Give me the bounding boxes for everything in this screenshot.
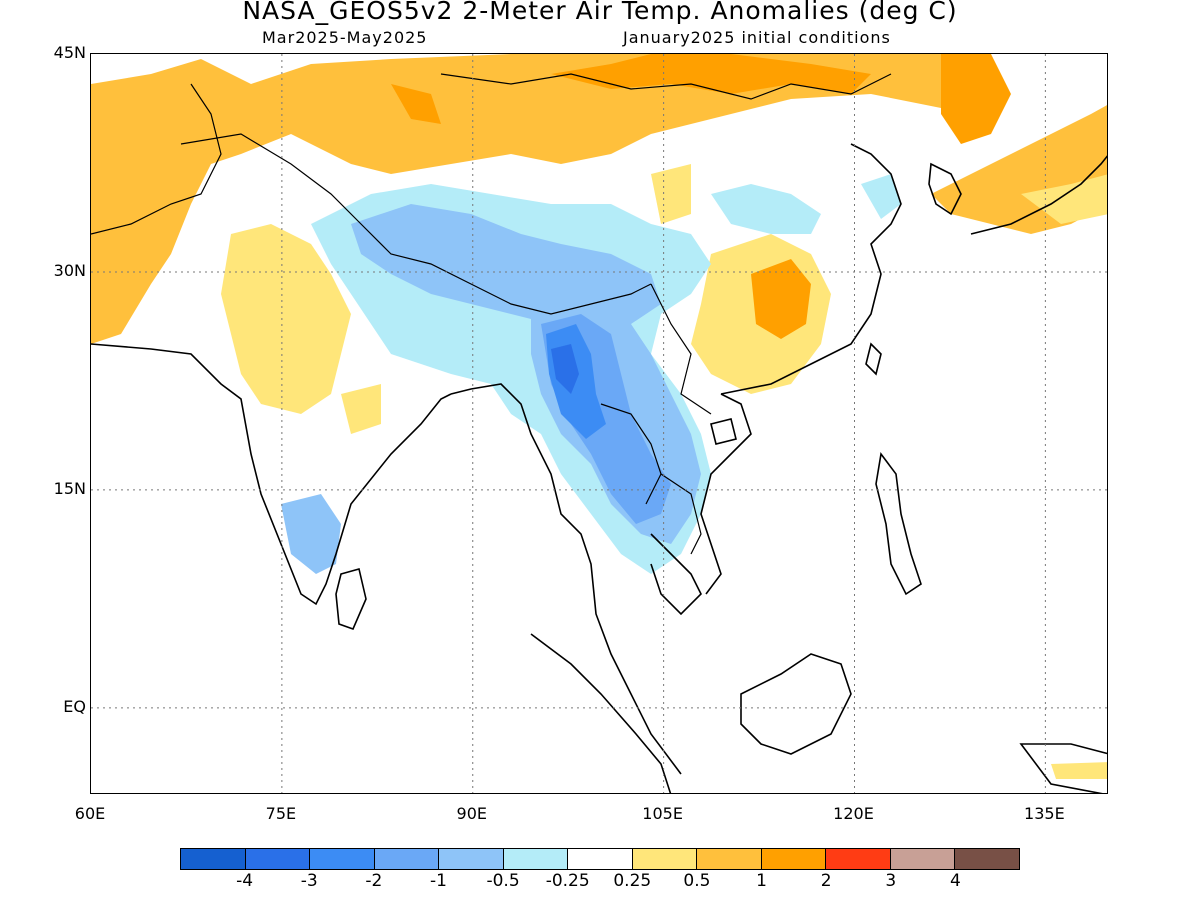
colorbar-label: -0.25 — [545, 871, 590, 891]
anomaly-region — [941, 54, 1011, 144]
longitude-label: 120E — [833, 804, 874, 823]
coastline — [928, 162, 962, 216]
colorbar-label: 3 — [885, 871, 897, 891]
anomaly-region — [551, 344, 579, 394]
colorbar-label: 0.25 — [613, 871, 652, 891]
colorbar-swatch — [826, 849, 891, 869]
map-canvas — [91, 54, 1107, 793]
colorbar-label: 1 — [756, 871, 767, 891]
country-border — [650, 283, 712, 415]
colorbar-label: -2 — [365, 871, 383, 891]
anomaly-region — [751, 259, 811, 339]
coastline — [865, 342, 882, 376]
country-border — [440, 73, 892, 100]
colorbar-swatch — [890, 849, 956, 869]
anomaly-region — [861, 174, 901, 219]
colorbar-swatch — [503, 849, 569, 869]
longitude-label: 90E — [456, 804, 487, 823]
anomaly-region — [651, 164, 691, 224]
country-border — [180, 133, 652, 315]
colorbar-swatch — [245, 849, 311, 869]
latitude-label: 15N — [53, 478, 86, 498]
anomaly-region — [351, 204, 661, 334]
coastline — [970, 155, 1107, 235]
longitude-label: 105E — [642, 804, 683, 823]
coastline — [650, 533, 702, 616]
coastline — [1019, 743, 1107, 793]
colorbar-label: 0.5 — [683, 871, 711, 891]
coastline — [710, 418, 737, 445]
anomaly-region — [281, 494, 341, 574]
latitude-label: 30N — [53, 260, 86, 280]
coastline — [450, 383, 682, 775]
colorbar-label: 4 — [949, 871, 961, 891]
anomaly-region — [1051, 762, 1107, 779]
country-border — [660, 473, 702, 555]
longitude-label: 60E — [74, 804, 106, 823]
anomaly-region — [1021, 174, 1107, 224]
colorbar-swatch — [955, 849, 1019, 869]
anomaly-region — [341, 384, 381, 434]
forecast-period: Mar2025-May2025 — [262, 28, 428, 47]
anomaly-region — [391, 84, 441, 124]
coastline — [740, 653, 852, 755]
colorbar-label: -0.5 — [486, 871, 520, 891]
colorbar-label: -4 — [236, 871, 254, 891]
colorbar-swatch — [697, 849, 762, 869]
coastline — [91, 343, 452, 606]
colorbar-swatch — [374, 849, 440, 869]
country-border — [600, 403, 662, 505]
coastline — [530, 633, 672, 793]
colorbar-swatch — [632, 849, 698, 869]
colorbar-swatch — [439, 849, 504, 869]
coastline — [720, 143, 902, 395]
coastline — [335, 568, 367, 631]
coastline — [700, 393, 752, 595]
graticule-layer — [91, 54, 1107, 793]
colorbar-swatch — [761, 849, 827, 869]
colorbar-swatch — [310, 849, 375, 869]
colorbar-label: -3 — [300, 871, 318, 891]
longitude-label: 75E — [265, 804, 297, 823]
anomaly-map — [90, 53, 1108, 794]
longitude-label: 135E — [1024, 804, 1065, 823]
colorbar — [180, 848, 1020, 870]
coastline — [875, 452, 922, 596]
anomaly-region — [711, 184, 821, 234]
latitude-label: 45N — [53, 43, 86, 62]
colorbar-swatch — [568, 849, 633, 869]
colorbar-swatch — [181, 849, 246, 869]
map-title: NASA_GEOS5v2 2-Meter Air Temp. Anomalies… — [242, 0, 958, 25]
colorbar-label: 2 — [820, 871, 832, 891]
colorbar-label: -1 — [429, 871, 447, 891]
latitude-label: EQ — [63, 696, 86, 716]
coastline-layer — [91, 73, 1107, 793]
initial-conditions: January2025 initial conditions — [623, 28, 891, 47]
country-border — [91, 83, 222, 235]
anomaly-region — [91, 54, 991, 344]
anomaly-fill-layer — [91, 54, 1107, 779]
